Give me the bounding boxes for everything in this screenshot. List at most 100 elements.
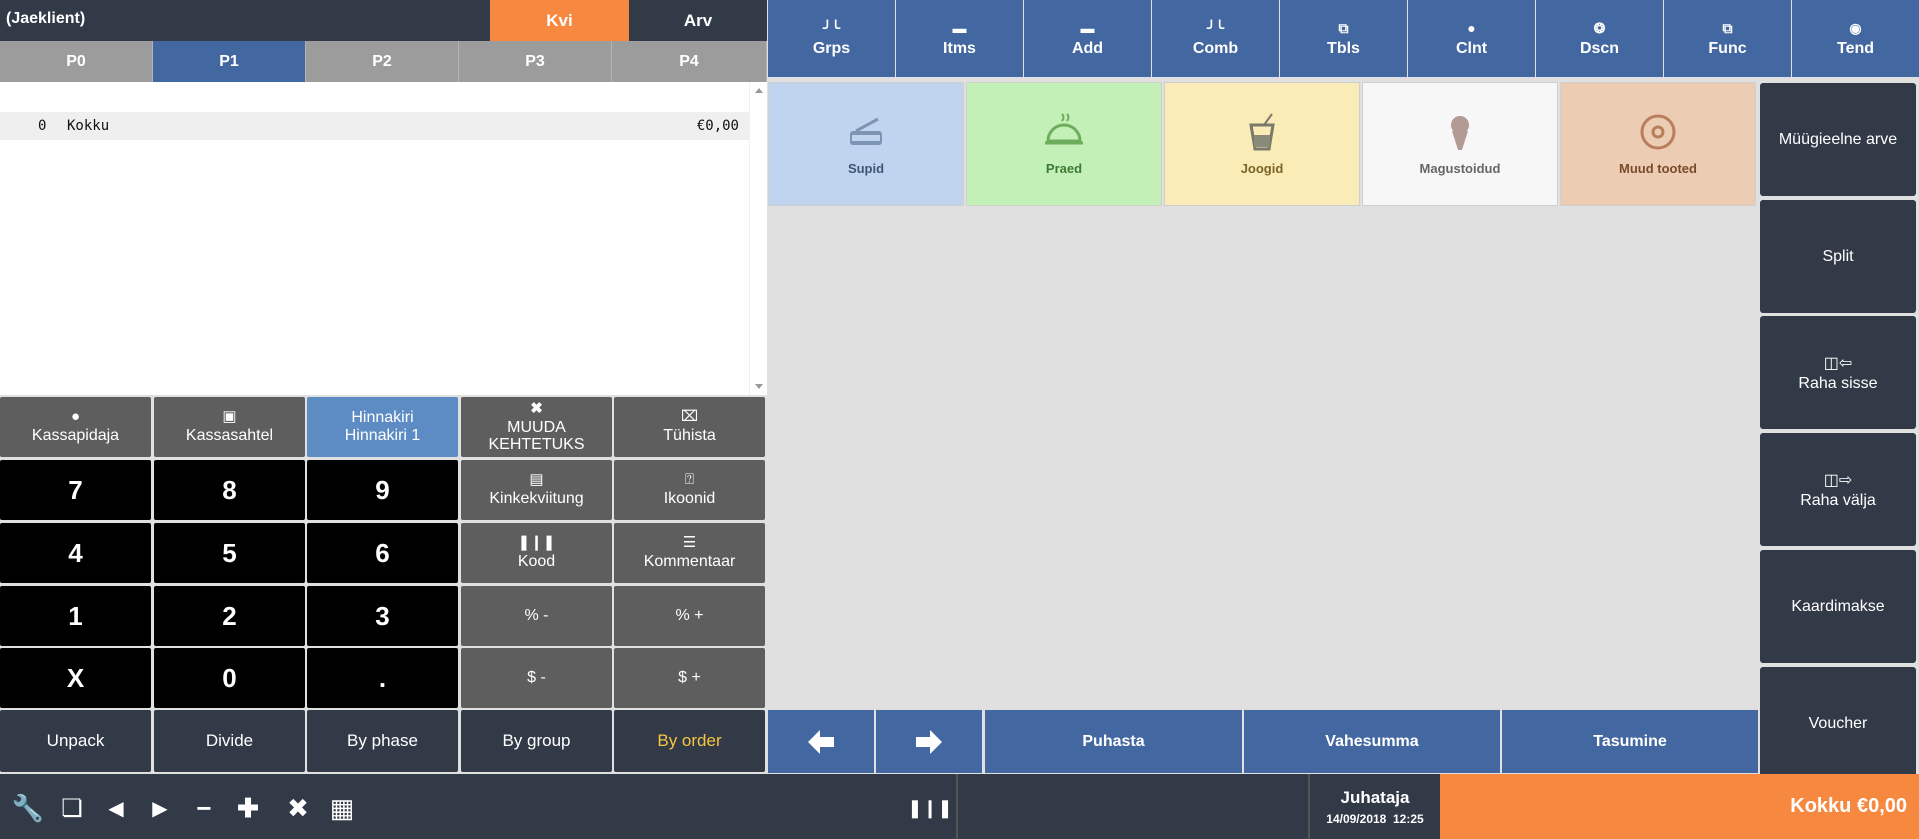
cash-out-icon: ◫⇨ bbox=[1823, 471, 1853, 489]
minus-icon[interactable]: − bbox=[196, 792, 212, 823]
menu-comb[interactable]: ╯╰ Comb bbox=[1152, 0, 1279, 77]
user-panel[interactable]: Juhataja 14/09/2018 12:25 bbox=[1312, 774, 1438, 839]
voucher-button[interactable]: Voucher bbox=[1760, 667, 1916, 780]
key-5[interactable]: 5 bbox=[154, 523, 305, 583]
toolbar bbox=[0, 774, 958, 839]
by-order-button[interactable]: By order bbox=[614, 710, 765, 772]
unpack-button[interactable]: Unpack bbox=[0, 710, 151, 772]
tab-kvi[interactable]: Kvi bbox=[490, 0, 629, 41]
kommentaar-button[interactable]: ☰ Kommentaar bbox=[614, 523, 765, 583]
total-display[interactable]: Kokku €0,00 bbox=[1440, 774, 1919, 839]
combine-icon: ╯╰ bbox=[1207, 19, 1224, 36]
raha-sisse-button[interactable]: ◫⇦ Raha sisse bbox=[1760, 316, 1916, 429]
cloche-icon bbox=[1045, 112, 1083, 144]
user-name: Juhataja bbox=[1340, 787, 1410, 807]
customer-name[interactable]: (Jaeklient) bbox=[0, 0, 490, 41]
drink-icon bbox=[1249, 112, 1275, 150]
key-x[interactable]: X bbox=[0, 648, 151, 708]
menu-tbls[interactable]: ⧉ Tbls bbox=[1280, 0, 1407, 77]
arrow-right-icon bbox=[916, 729, 942, 754]
menu-tend[interactable]: ◉ Tend bbox=[1792, 0, 1919, 77]
add-icon: ▬ bbox=[1080, 19, 1095, 36]
group-muud-tooted[interactable]: Muud tooted bbox=[1560, 82, 1756, 206]
arrow-left-small-icon[interactable]: ◀ bbox=[108, 797, 124, 820]
discount-icon: ❂ bbox=[1593, 19, 1606, 36]
dollar-plus-button[interactable]: $ + bbox=[614, 648, 765, 708]
tab-arv[interactable]: Arv bbox=[629, 0, 767, 41]
arrow-right-small-icon[interactable]: ▶ bbox=[152, 797, 168, 820]
date-time: 14/09/2018 12:25 bbox=[1326, 811, 1424, 826]
scroll-down-icon[interactable] bbox=[755, 384, 763, 389]
price-tab-p3[interactable]: P3 bbox=[459, 41, 612, 82]
kassasahtel-button[interactable]: ▣ Kassasahtel bbox=[154, 397, 305, 457]
money-icon: ◉ bbox=[1849, 19, 1862, 36]
tuhista-button[interactable]: ⌧ Tühista bbox=[614, 397, 765, 457]
menu-add[interactable]: ▬ Add bbox=[1024, 0, 1151, 77]
order-row-name: Kokku bbox=[67, 118, 110, 134]
key-2[interactable]: 2 bbox=[154, 586, 305, 646]
hinnakiri-button[interactable]: Hinnakiri Hinnakiri 1 bbox=[307, 397, 458, 457]
price-tab-p0[interactable]: P0 bbox=[0, 41, 153, 82]
calculator-icon[interactable]: ▦ bbox=[329, 792, 355, 823]
group-supid[interactable]: Supid bbox=[768, 82, 964, 206]
percent-plus-button[interactable]: % + bbox=[614, 586, 765, 646]
price-tab-p2[interactable]: P2 bbox=[306, 41, 459, 82]
percent-minus-button[interactable]: % - bbox=[461, 586, 612, 646]
key-8[interactable]: 8 bbox=[154, 460, 305, 520]
key-0[interactable]: 0 bbox=[154, 648, 305, 708]
ikoonid-button[interactable]: ⍰ Ikoonid bbox=[614, 460, 765, 520]
by-phase-button[interactable]: By phase bbox=[307, 710, 458, 772]
tasumine-button[interactable]: Tasumine bbox=[1502, 710, 1758, 773]
close-small-icon[interactable]: ✖ bbox=[287, 792, 309, 823]
dollar-minus-button[interactable]: $ - bbox=[461, 648, 612, 708]
cash-in-icon: ◫⇦ bbox=[1823, 354, 1853, 372]
order-row-qty: 0 bbox=[38, 118, 47, 134]
muuda-kehtetuks-button[interactable]: ✖ MUUDA KEHTETUKS bbox=[461, 397, 612, 457]
key-1[interactable]: 1 bbox=[0, 586, 151, 646]
price-tab-p4[interactable]: P4 bbox=[612, 41, 767, 82]
menu-clnt[interactable]: ● Clnt bbox=[1408, 0, 1535, 77]
key-6[interactable]: 6 bbox=[307, 523, 458, 583]
barcode-icon: ❚❙❚ bbox=[517, 534, 556, 551]
group-praed[interactable]: Praed bbox=[966, 82, 1162, 206]
divide-button[interactable]: Divide bbox=[154, 710, 305, 772]
comment-icon: ☰ bbox=[682, 534, 697, 551]
price-tab-p1[interactable]: P1 bbox=[153, 41, 306, 82]
key-3[interactable]: 3 bbox=[307, 586, 458, 646]
menu-itms[interactable]: ▬ Itms bbox=[896, 0, 1023, 77]
prev-page-button[interactable] bbox=[768, 710, 874, 773]
menu-dscn[interactable]: ❂ Dscn bbox=[1536, 0, 1663, 77]
kassapidaja-button[interactable]: ● Kassapidaja bbox=[0, 397, 151, 457]
order-row-amount: €0,00 bbox=[696, 118, 739, 134]
vahesumma-button[interactable]: Vahesumma bbox=[1244, 710, 1500, 773]
menu-grps[interactable]: ╯╰ Grps bbox=[768, 0, 895, 77]
kinkekviitung-button[interactable]: ▤ Kinkekviitung bbox=[461, 460, 612, 520]
wrench-icon[interactable]: 🔧 bbox=[11, 792, 45, 823]
key-dot[interactable]: . bbox=[307, 648, 458, 708]
menu-func[interactable]: ⧉ Func bbox=[1664, 0, 1791, 77]
order-scrollbar[interactable] bbox=[749, 82, 767, 395]
key-4[interactable]: 4 bbox=[0, 523, 151, 583]
plus-icon[interactable]: ✚ bbox=[237, 792, 259, 823]
myygieelne-arve-button[interactable]: Müügieelne arve bbox=[1760, 83, 1916, 196]
raha-valja-button[interactable]: ◫⇨ Raha välja bbox=[1760, 433, 1916, 546]
scroll-up-icon[interactable] bbox=[755, 88, 763, 93]
kaardimakse-button[interactable]: Kaardimakse bbox=[1760, 550, 1916, 663]
order-total-row[interactable]: 0 Kokku €0,00 bbox=[0, 112, 749, 140]
info-panel bbox=[960, 774, 1310, 839]
copy-icon[interactable]: ❏ bbox=[61, 794, 83, 822]
by-group-button[interactable]: By group bbox=[461, 710, 612, 772]
kood-button[interactable]: ❚❙❚ Kood bbox=[461, 523, 612, 583]
tables-icon: ⧉ bbox=[1338, 19, 1349, 36]
group-joogid[interactable]: Joogid bbox=[1164, 82, 1360, 206]
key-9[interactable]: 9 bbox=[307, 460, 458, 520]
puhasta-button[interactable]: Puhasta bbox=[985, 710, 1242, 773]
soup-icon bbox=[850, 117, 882, 145]
split-button[interactable]: Split bbox=[1760, 200, 1916, 313]
next-page-button[interactable] bbox=[876, 710, 982, 773]
key-7[interactable]: 7 bbox=[0, 460, 151, 520]
hierarchy-icon: ╯╰ bbox=[823, 19, 840, 36]
barcode-scan-icon[interactable]: ❚❙❚ bbox=[907, 797, 953, 818]
group-magustoidud[interactable]: Magustoidud bbox=[1362, 82, 1558, 206]
item-icon: ▬ bbox=[952, 19, 967, 36]
